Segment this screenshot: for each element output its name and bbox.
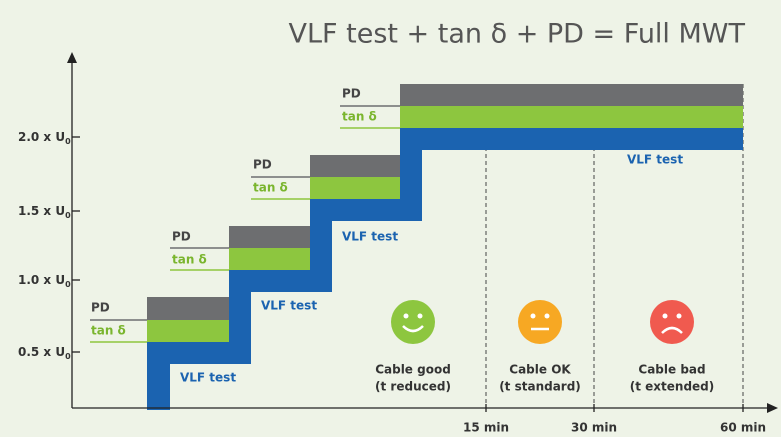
face-good (391, 300, 435, 344)
axes (71, 62, 768, 412)
x-arrow (767, 403, 778, 413)
outcome-note: (t reduced) (375, 380, 451, 394)
pd-label: PD (91, 301, 110, 315)
pd-label: PD (253, 158, 272, 172)
tan-label: tan δ (342, 110, 377, 124)
y-arrow (67, 52, 77, 63)
tan-label: tan δ (172, 253, 207, 267)
face-bad (650, 300, 694, 344)
vlf-label: VLF test (261, 299, 317, 313)
outcome-title: Cable OK (509, 363, 571, 377)
outcome-title: Cable good (375, 363, 451, 377)
x-label: 60 min (720, 421, 766, 435)
x-label: 15 min (463, 421, 509, 435)
vlf-label: VLF test (342, 230, 398, 244)
pd-label: PD (342, 87, 361, 101)
staircase (147, 84, 743, 410)
face-ok (518, 300, 562, 344)
tan-label: tan δ (253, 181, 288, 195)
pd-label: PD (172, 230, 191, 244)
time-lines (485, 84, 744, 408)
outcome-title: Cable bad (638, 363, 705, 377)
y-label: 2.0 x U0 (18, 130, 71, 146)
y-label: 1.0 x U0 (18, 273, 71, 289)
tan-label: tan δ (91, 324, 126, 338)
step-labels: PD tan δ VLF test PD tan δ VLF test PD t… (90, 87, 683, 385)
vlf-label: VLF test (627, 153, 683, 167)
y-label: 0.5 x U0 (18, 345, 71, 361)
x-label: 30 min (571, 421, 617, 435)
outcome-note: (t standard) (499, 380, 581, 394)
outcome-note: (t extended) (630, 380, 715, 394)
title: VLF test + tan δ + PD = Full MWT (289, 19, 746, 50)
y-label: 1.5 x U0 (18, 204, 71, 220)
vlf-label: VLF test (180, 371, 236, 385)
